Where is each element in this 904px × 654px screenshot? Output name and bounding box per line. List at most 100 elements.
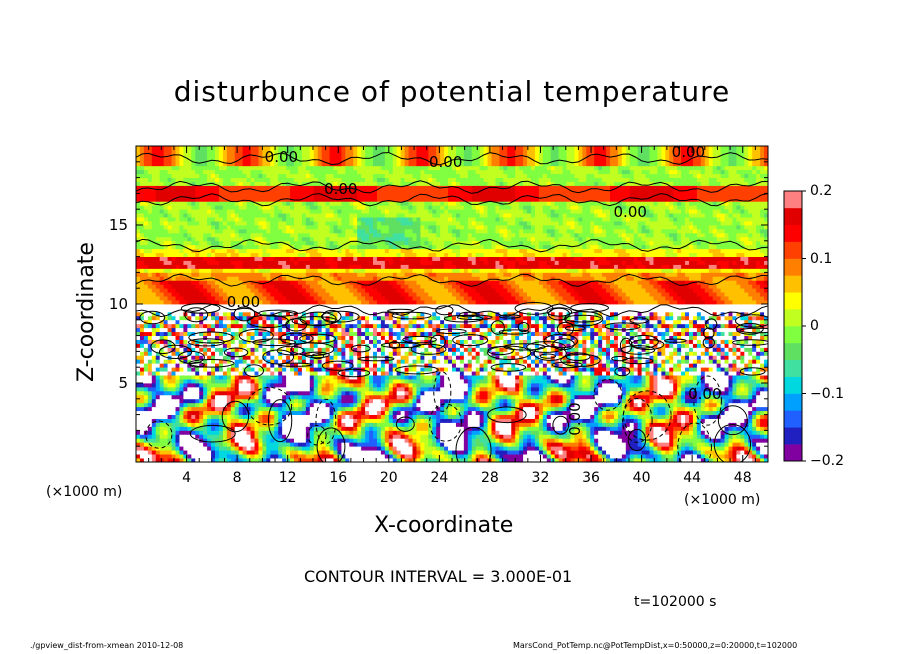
heatmap-cell: [621, 367, 627, 372]
heatmap-cell: [483, 402, 488, 408]
heatmap-cell: [527, 390, 532, 396]
heatmap-cell: [740, 442, 745, 447]
heatmap-cell: [171, 394, 176, 400]
heatmap-cell: [708, 458, 714, 462]
heatmap-cell: [574, 414, 579, 419]
heatmap-cell: [602, 339, 607, 344]
heatmap-cell: [270, 394, 275, 400]
heatmap-cell: [681, 355, 686, 360]
heatmap-cell: [708, 430, 714, 435]
heatmap-cell: [365, 339, 370, 344]
heatmap-cell: [199, 394, 204, 400]
heatmap-cell: [752, 371, 757, 376]
heatmap-cell: [625, 390, 631, 396]
heatmap-cell: [495, 359, 500, 364]
heatmap-cell: [602, 406, 607, 412]
heatmap-cell: [376, 367, 382, 372]
heatmap-cell: [511, 442, 516, 447]
heatmap-cell: [365, 434, 370, 439]
heatmap-cell: [523, 379, 528, 384]
heatmap-cell: [669, 454, 674, 459]
heatmap-cell: [317, 339, 323, 344]
heatmap-cell: [538, 430, 544, 435]
heatmap-cell: [420, 430, 425, 435]
heatmap-cell: [574, 371, 579, 376]
heatmap-cell: [590, 379, 595, 384]
heatmap-cell: [258, 363, 263, 368]
heatmap-cell: [262, 418, 267, 423]
heatmap-cell: [234, 406, 240, 412]
heatmap-cell: [527, 422, 532, 427]
heatmap-cell: [329, 390, 334, 396]
heatmap-cell: [685, 426, 690, 431]
heatmap-cell: [538, 438, 544, 443]
heatmap-cell: [365, 371, 370, 376]
heatmap-cell: [641, 406, 646, 412]
heatmap-cell: [175, 418, 180, 423]
heatmap-cell: [199, 347, 204, 352]
heatmap-cell: [459, 410, 465, 415]
heatmap-cell: [143, 355, 149, 360]
heatmap-cell: [519, 406, 524, 412]
heatmap-cell: [262, 390, 267, 396]
heatmap-cell: [329, 367, 334, 372]
heatmap-cell: [621, 359, 627, 364]
heatmap-cell: [558, 406, 563, 412]
heatmap-cell: [586, 371, 591, 376]
heatmap-cell: [313, 430, 319, 435]
heatmap-cell: [353, 355, 358, 360]
heatmap-cell: [301, 351, 307, 356]
heatmap-cell: [420, 355, 425, 360]
heatmap-cell: [586, 355, 591, 360]
heatmap-cell: [274, 363, 279, 368]
heatmap-cell: [527, 363, 532, 368]
heatmap-cell: [436, 402, 441, 408]
heatmap-cell: [270, 410, 275, 415]
heatmap-cell: [448, 418, 453, 423]
heatmap-cell: [550, 450, 556, 455]
heatmap-cell: [147, 343, 153, 348]
heatmap-cell: [689, 450, 694, 455]
heatmap-cell: [598, 398, 603, 404]
heatmap-cell: [677, 446, 682, 451]
heatmap-cell: [653, 414, 658, 419]
heatmap-cell: [290, 375, 295, 380]
heatmap-cell: [661, 406, 666, 412]
heatmap-cell: [380, 434, 386, 439]
heatmap-cell: [242, 386, 247, 392]
heatmap-cell: [629, 390, 635, 396]
heatmap-cell: [357, 458, 362, 462]
heatmap-cell: [483, 450, 488, 455]
heatmap-cell: [511, 454, 516, 459]
heatmap-cell: [594, 442, 599, 447]
heatmap-cell: [712, 375, 718, 380]
heatmap-cell: [436, 398, 441, 404]
heatmap-cell: [404, 450, 409, 455]
heatmap-cell: [673, 347, 678, 352]
heatmap-cell: [159, 458, 165, 462]
heatmap-cell: [554, 347, 560, 352]
heatmap-cell: [495, 410, 500, 415]
heatmap-cell: [250, 343, 255, 348]
heatmap-cell: [467, 414, 473, 419]
heatmap-cell: [369, 450, 374, 455]
heatmap-cell: [673, 438, 678, 443]
heatmap-cell: [617, 454, 623, 459]
heatmap-cell: [511, 418, 516, 423]
heatmap-cell: [712, 398, 718, 404]
heatmap-cell: [685, 375, 690, 380]
heatmap-cell: [515, 426, 520, 431]
heatmap-cell: [183, 454, 188, 459]
heatmap-cell: [685, 351, 690, 356]
heatmap-cell: [574, 379, 579, 384]
heatmap-cell: [226, 410, 232, 415]
heatmap-cell: [519, 379, 524, 384]
heatmap-cell: [301, 375, 307, 380]
heatmap-cell: [404, 386, 409, 392]
heatmap-cell: [376, 414, 382, 419]
heatmap-cell: [653, 367, 658, 372]
heatmap-cell: [333, 347, 338, 352]
heatmap-cell: [696, 394, 702, 400]
heatmap-cell: [266, 375, 271, 380]
heatmap-cell: [511, 339, 516, 344]
